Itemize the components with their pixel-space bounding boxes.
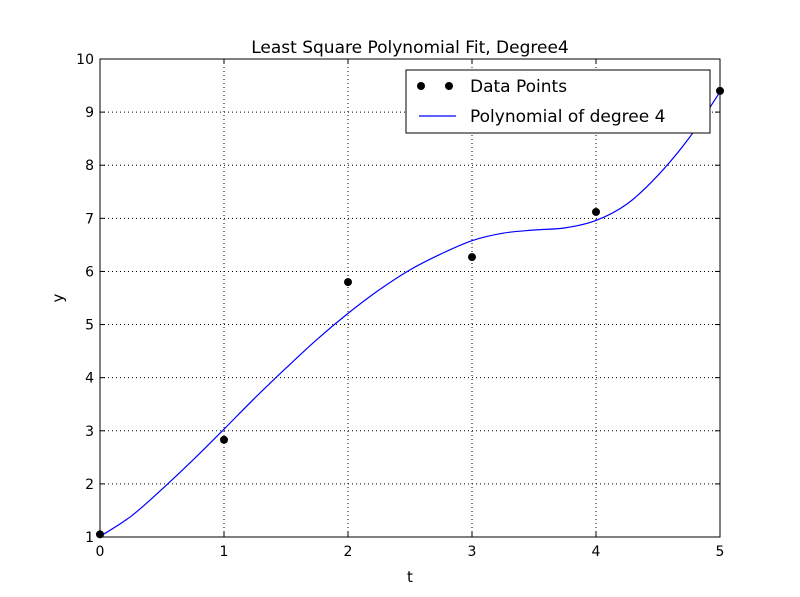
- legend-label-data-points: Data Points: [470, 77, 567, 97]
- data-point: [592, 207, 600, 216]
- x-axis-label: t: [407, 568, 413, 586]
- y-tick-label: 6: [85, 264, 94, 280]
- y-tick-label: 4: [85, 371, 94, 387]
- y-tick-label: 5: [85, 318, 94, 334]
- y-tick-label: 9: [85, 105, 94, 121]
- chart-title: Least Square Polynomial Fit, Degree4: [251, 38, 569, 58]
- x-tick-label: 5: [716, 544, 725, 560]
- x-tick-label: 1: [220, 544, 229, 560]
- y-tick-label: 3: [85, 424, 94, 440]
- polynomial-fit-line: [99, 91, 721, 537]
- x-tick-label: 2: [344, 544, 353, 560]
- plot-frame: [99, 58, 721, 538]
- y-axis-label: y: [49, 293, 67, 302]
- x-tick-label: 0: [96, 544, 105, 560]
- x-tick-label: 4: [592, 544, 601, 560]
- legend-label-polynomial: Polynomial of degree 4: [470, 107, 665, 127]
- legend-marker-data-points-1: [417, 82, 425, 90]
- legend-box: [405, 69, 711, 134]
- y-tick-label: 2: [85, 477, 94, 493]
- y-tick-label: 7: [85, 211, 94, 227]
- legend-marker-data-points-2: [445, 82, 453, 90]
- x-tick-label: 3: [468, 544, 477, 560]
- y-tick-label: 1: [85, 530, 94, 546]
- y-tick-label: 8: [85, 158, 94, 174]
- data-point: [220, 435, 228, 444]
- legend: Data Points Polynomial of degree 4: [405, 69, 711, 134]
- x-tick-labels: 0 1 2 3 4 5: [96, 544, 725, 560]
- data-point: [468, 253, 476, 262]
- y-tick-label: 10: [76, 52, 94, 68]
- y-tick-labels: 1 2 3 4 5 6 7 8 9 10: [76, 52, 94, 546]
- plot-series: [96, 86, 724, 539]
- data-point: [344, 278, 352, 287]
